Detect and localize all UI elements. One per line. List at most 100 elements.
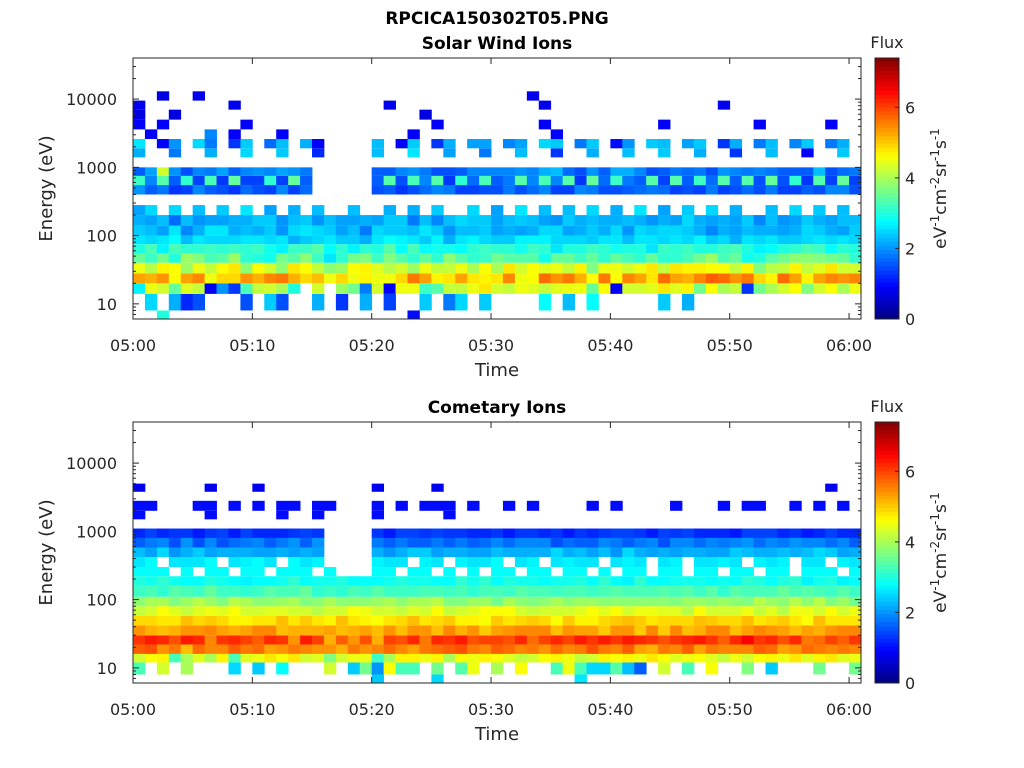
heatmap-cell bbox=[180, 606, 194, 616]
heatmap-cell bbox=[252, 262, 265, 274]
heatmap-cell bbox=[455, 262, 468, 274]
heatmap-cell bbox=[443, 148, 456, 158]
heatmap-cell bbox=[813, 662, 826, 675]
heatmap-cell bbox=[586, 273, 599, 284]
colorbar-segment bbox=[875, 634, 899, 639]
heatmap-cell bbox=[407, 310, 420, 319]
heatmap-cell bbox=[467, 528, 480, 538]
heatmap-cell bbox=[156, 576, 170, 586]
heatmap-cell bbox=[168, 576, 182, 586]
heatmap-cell bbox=[264, 596, 277, 607]
heatmap-cell bbox=[837, 225, 850, 236]
heatmap-cell bbox=[443, 615, 456, 626]
heatmap-cell bbox=[574, 625, 587, 636]
heatmap-cell bbox=[634, 653, 647, 663]
heatmap-cell bbox=[491, 596, 504, 607]
heatmap-cell bbox=[646, 576, 659, 586]
heatmap-cell bbox=[359, 225, 373, 236]
heatmap-cell bbox=[431, 653, 444, 663]
heatmap-cell bbox=[252, 500, 265, 511]
heatmap-cell bbox=[335, 625, 349, 636]
heatmap-cell bbox=[813, 283, 826, 294]
heatmap-cell bbox=[526, 500, 540, 511]
heatmap-cell bbox=[300, 215, 313, 226]
heatmap-cell bbox=[705, 635, 719, 645]
heatmap-cell bbox=[467, 625, 480, 636]
heatmap-cell bbox=[228, 244, 241, 254]
heatmap-cell bbox=[538, 635, 552, 645]
heatmap-cell bbox=[670, 283, 683, 294]
heatmap-cell bbox=[574, 283, 587, 294]
heatmap-cell bbox=[514, 528, 528, 538]
heatmap-cell bbox=[622, 653, 635, 663]
heatmap-cell bbox=[407, 653, 420, 663]
heatmap-cell bbox=[467, 244, 480, 254]
heatmap-cell bbox=[192, 167, 205, 176]
colorbar-segment bbox=[875, 475, 899, 480]
heatmap-cell bbox=[849, 185, 862, 195]
heatmap-cell bbox=[658, 635, 671, 645]
colorbar-segment bbox=[875, 597, 899, 602]
heatmap-cell bbox=[753, 537, 766, 548]
heatmap-cell bbox=[204, 215, 217, 226]
heatmap-cell bbox=[634, 262, 647, 274]
colorbar-segment bbox=[875, 548, 899, 553]
heatmap-cell bbox=[741, 537, 754, 548]
colorbar-label-exponent: -1 bbox=[928, 149, 942, 161]
heatmap-cell bbox=[240, 585, 253, 597]
heatmap-cell bbox=[670, 175, 683, 186]
colorbar-segment bbox=[875, 544, 899, 549]
colorbar-segment bbox=[875, 123, 899, 128]
heatmap-cell bbox=[359, 596, 373, 607]
heatmap-cell bbox=[276, 225, 289, 236]
heatmap-cell bbox=[467, 185, 480, 195]
heatmap-cell bbox=[562, 615, 575, 626]
heatmap-cell bbox=[347, 253, 361, 263]
heatmap-cell bbox=[777, 262, 790, 274]
heatmap-cell bbox=[371, 167, 385, 176]
heatmap-cell bbox=[658, 283, 671, 294]
heatmap-cell bbox=[598, 576, 611, 586]
heatmap-cell bbox=[467, 606, 480, 616]
heatmap-cell bbox=[252, 253, 265, 263]
heatmap-cell bbox=[371, 606, 385, 616]
heatmap-cell bbox=[192, 205, 205, 216]
heatmap-cell bbox=[622, 139, 635, 149]
heatmap-cell bbox=[658, 557, 671, 568]
heatmap-cell bbox=[538, 596, 552, 607]
heatmap-cell bbox=[526, 175, 540, 186]
heatmap-cell bbox=[538, 653, 552, 663]
heatmap-cell bbox=[837, 653, 850, 663]
heatmap-cell bbox=[288, 625, 301, 636]
heatmap-cell bbox=[192, 235, 205, 245]
colorbar-segment bbox=[875, 314, 899, 320]
heatmap-cell bbox=[765, 262, 778, 274]
heatmap-cell bbox=[455, 596, 468, 607]
colorbar-tick-label: 0 bbox=[905, 310, 915, 329]
heatmap-cell bbox=[443, 576, 456, 586]
colorbar-tick-label: 2 bbox=[905, 603, 915, 622]
heatmap-cell bbox=[300, 606, 313, 616]
heatmap-cell bbox=[192, 644, 205, 654]
heatmap-cell bbox=[670, 615, 683, 626]
heatmap-cell bbox=[729, 635, 743, 645]
heatmap-cell bbox=[801, 139, 814, 149]
heatmap-cell bbox=[849, 625, 862, 636]
heatmap-cell bbox=[622, 615, 635, 626]
colorbar-segment bbox=[875, 274, 899, 279]
heatmap-cell bbox=[204, 547, 217, 558]
heatmap-cell bbox=[526, 653, 540, 663]
heatmap-cell bbox=[801, 225, 814, 236]
heatmap-cell bbox=[789, 606, 802, 616]
heatmap-cell bbox=[216, 205, 229, 216]
heatmap-cell bbox=[276, 253, 289, 263]
heatmap-cell bbox=[407, 567, 420, 577]
heatmap-cell bbox=[598, 653, 611, 663]
heatmap-cell bbox=[359, 635, 373, 645]
heatmap-cell bbox=[240, 567, 253, 577]
heatmap-cell bbox=[777, 283, 790, 294]
heatmap-cell bbox=[467, 253, 480, 263]
heatmap-cell bbox=[837, 215, 850, 226]
heatmap-cell bbox=[849, 567, 862, 577]
